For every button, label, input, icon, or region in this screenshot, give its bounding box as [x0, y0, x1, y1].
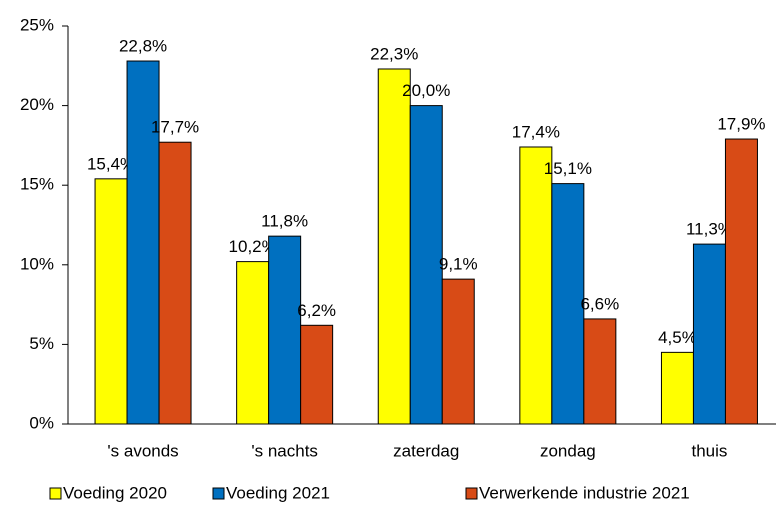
bar — [94, 178, 128, 425]
legend-swatch — [465, 487, 478, 500]
bar — [236, 261, 270, 425]
y-tick-label: 5% — [29, 334, 54, 353]
bar — [409, 105, 443, 425]
value-label: 11,3% — [686, 220, 733, 239]
y-tick-label: 0% — [29, 413, 54, 432]
legend-label: Verwerkende industrie 2021 — [479, 483, 690, 502]
bar — [724, 138, 758, 425]
bar — [268, 235, 302, 425]
y-tick-label: 25% — [20, 15, 54, 34]
value-label: 17,9% — [717, 115, 765, 134]
legend-swatch — [212, 487, 225, 500]
value-label: 17,7% — [151, 118, 199, 137]
value-label: 22,8% — [119, 37, 167, 56]
y-tick-label: 20% — [20, 95, 54, 114]
value-label: 4,5% — [658, 328, 697, 347]
x-tick-label: thuis — [691, 441, 727, 460]
x-tick-label: 's nachts — [251, 441, 318, 460]
y-tick-label: 10% — [20, 254, 54, 273]
bar — [551, 183, 585, 425]
x-tick-label: zaterdag — [393, 441, 459, 460]
legend-label: Voeding 2020 — [63, 483, 167, 502]
bar — [300, 324, 334, 425]
value-label: 6,6% — [580, 294, 619, 313]
value-label: 11,8% — [261, 212, 308, 231]
bar — [583, 318, 617, 425]
value-label: 9,1% — [439, 255, 478, 274]
bar — [660, 351, 694, 425]
value-label: 17,4% — [512, 122, 560, 141]
legend-swatch — [49, 487, 62, 500]
bar — [158, 141, 192, 425]
bar — [519, 146, 553, 425]
value-label: 20,0% — [402, 81, 450, 100]
value-label: 22,3% — [370, 44, 418, 63]
value-label: 15,1% — [544, 159, 592, 178]
legend-label: Voeding 2021 — [226, 483, 330, 502]
value-label: 15,4% — [87, 154, 135, 173]
x-tick-label: 's avonds — [107, 441, 178, 460]
bar — [692, 243, 726, 425]
y-tick-label: 15% — [20, 175, 54, 194]
bar — [441, 278, 475, 425]
bar — [377, 68, 411, 425]
value-label: 10,2% — [229, 237, 277, 256]
x-tick-label: zondag — [540, 441, 596, 460]
value-label: 6,2% — [297, 301, 336, 320]
bar — [126, 60, 160, 425]
